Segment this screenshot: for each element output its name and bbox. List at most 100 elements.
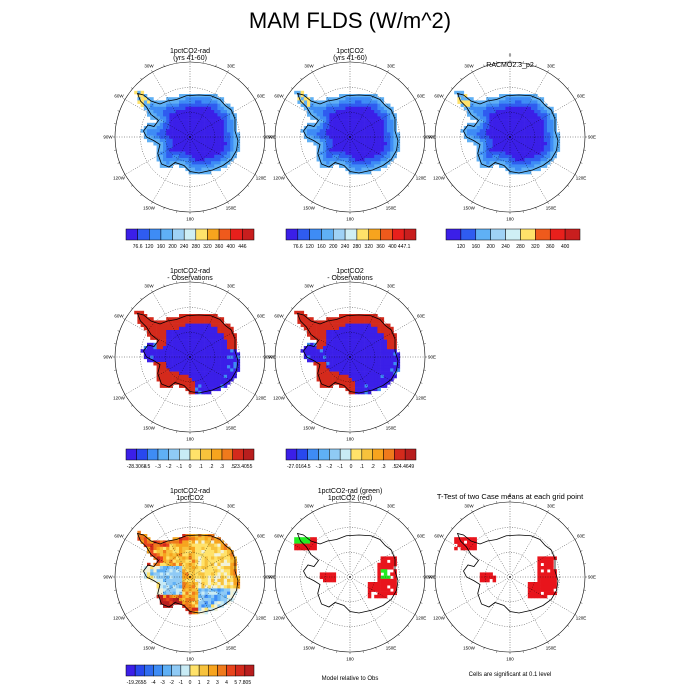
colorbar-swatch bbox=[394, 448, 406, 461]
colorbar-label: 320 bbox=[365, 244, 374, 250]
polar-label: 90W bbox=[263, 135, 273, 140]
colorbar-label: 5 bbox=[234, 680, 237, 686]
colorbar-label: 200 bbox=[329, 244, 338, 250]
colorbar-swatch bbox=[333, 228, 346, 241]
polar-label: 60E bbox=[257, 94, 265, 99]
colorbar-swatch bbox=[168, 448, 180, 461]
colorbar-swatch bbox=[243, 448, 255, 461]
colorbar-label: 0 bbox=[189, 680, 192, 686]
colorbar-label: 320 bbox=[203, 244, 212, 250]
polar-label: 30W bbox=[144, 283, 154, 288]
polar-label: 150E bbox=[226, 206, 237, 211]
panel-title-line: - Observations bbox=[167, 275, 213, 282]
polar-label: 150E bbox=[226, 426, 237, 431]
polar-label: 180 bbox=[346, 657, 354, 662]
polar-label: 150W bbox=[143, 646, 156, 651]
colorbar: -19.265-5 -4 -3 -2 -1 0 1 2 3 4 5 7.805 bbox=[125, 664, 255, 686]
colorbar-swatch bbox=[380, 228, 393, 241]
colorbar: 120 160 200 240 280 320 360 400 bbox=[445, 228, 581, 250]
colorbar-label: 76.6 bbox=[133, 244, 143, 250]
colorbar-swatch bbox=[445, 228, 462, 241]
colorbar-swatch bbox=[137, 228, 150, 241]
colorbar-label: .1 bbox=[360, 464, 364, 470]
colorbar-swatch bbox=[144, 664, 154, 677]
colorbar-label: 160 bbox=[317, 244, 326, 250]
colorbar: -27.0164-.5 -.3 -.2 -.1 0 .1 .2 .3 .5 24.4649 bbox=[285, 448, 417, 470]
polar-label: 30E bbox=[387, 63, 395, 68]
panel-title: 1pctCO2- Observations bbox=[240, 268, 460, 282]
colorbar-label: 76.6 bbox=[293, 244, 303, 250]
panel-note: Cells are significant at 0.1 level bbox=[468, 672, 552, 678]
colorbar-label: 240 bbox=[180, 244, 189, 250]
polar-label: 120W bbox=[273, 396, 286, 401]
colorbar-swatch bbox=[535, 228, 551, 241]
polar-label: 30E bbox=[387, 503, 395, 508]
colorbar-label: -4 bbox=[151, 680, 156, 686]
colorbar-swatch bbox=[321, 228, 334, 241]
colorbar: 76.6 120 160 200 240 280 320 360 400 447.1 bbox=[285, 228, 417, 250]
polar-label: 60E bbox=[257, 314, 265, 319]
polar-label: 60E bbox=[257, 534, 265, 539]
colorbar-swatch bbox=[403, 228, 417, 241]
polar-label: 60E bbox=[417, 534, 425, 539]
colorbar-label: .2 bbox=[371, 464, 375, 470]
colorbar-swatch bbox=[125, 448, 137, 461]
colorbar-swatch bbox=[404, 448, 417, 461]
panel-title-line: 1pctCO2 bbox=[176, 495, 204, 502]
colorbar-label: -.1 bbox=[176, 464, 182, 470]
colorbar-label: 23.4055 bbox=[234, 464, 252, 470]
polar-label: 150E bbox=[386, 426, 397, 431]
panel-title-line: RACMO2.3_p2 bbox=[486, 62, 534, 69]
polar-label: 60E bbox=[577, 534, 585, 539]
colorbar-swatch bbox=[309, 228, 322, 241]
colorbar-swatch bbox=[198, 664, 209, 677]
polar-label: 30W bbox=[304, 63, 314, 68]
colorbar-swatch bbox=[285, 228, 299, 241]
colorbar-label: 360 bbox=[546, 244, 555, 250]
colorbar-label: 3 bbox=[216, 680, 219, 686]
colorbar-swatch bbox=[230, 228, 243, 241]
polar-label: 150W bbox=[303, 646, 316, 651]
polar-label: 180 bbox=[186, 657, 194, 662]
colorbar-label: .3 bbox=[381, 464, 385, 470]
colorbar-swatch bbox=[232, 448, 244, 461]
polar-label: 60W bbox=[434, 534, 444, 539]
colorbar-label: 400 bbox=[227, 244, 236, 250]
colorbar-label: -.5 bbox=[305, 464, 311, 470]
colorbar-swatch bbox=[217, 664, 227, 677]
polar-label: 90E bbox=[268, 575, 276, 580]
colorbar-swatch bbox=[136, 448, 148, 461]
polar-label: 120W bbox=[113, 396, 126, 401]
colorbar-label: -28.3068 bbox=[127, 464, 147, 470]
colorbar-swatch bbox=[490, 228, 506, 241]
colorbar-label: 24.4649 bbox=[396, 464, 414, 470]
colorbar-swatch bbox=[505, 228, 521, 241]
polar-label: 150E bbox=[386, 206, 397, 211]
colorbar-swatch bbox=[211, 448, 223, 461]
polar-label: 60W bbox=[274, 314, 284, 319]
colorbar-swatch bbox=[226, 664, 236, 677]
polar-label: 150E bbox=[386, 646, 397, 651]
colorbar-swatch bbox=[162, 664, 172, 677]
colorbar-label: .5 bbox=[392, 464, 396, 470]
polar-label: 90W bbox=[263, 355, 273, 360]
colorbar-swatch bbox=[549, 228, 566, 241]
polar-label: 150W bbox=[463, 206, 476, 211]
colorbar-swatch bbox=[147, 448, 159, 461]
polar-label: 30W bbox=[304, 503, 314, 508]
colorbar-swatch bbox=[172, 228, 185, 241]
colorbar-label: 320 bbox=[531, 244, 540, 250]
colorbar-label: 400 bbox=[388, 244, 397, 250]
polar-label: 150W bbox=[143, 426, 156, 431]
polar-label: 150W bbox=[463, 646, 476, 651]
colorbar-swatch bbox=[153, 664, 163, 677]
colorbar-swatch bbox=[368, 228, 381, 241]
colorbar-swatch bbox=[318, 448, 330, 461]
polar-label: 90E bbox=[588, 135, 596, 140]
colorbar-label: -2 bbox=[169, 680, 174, 686]
colorbar-swatch bbox=[189, 664, 200, 677]
